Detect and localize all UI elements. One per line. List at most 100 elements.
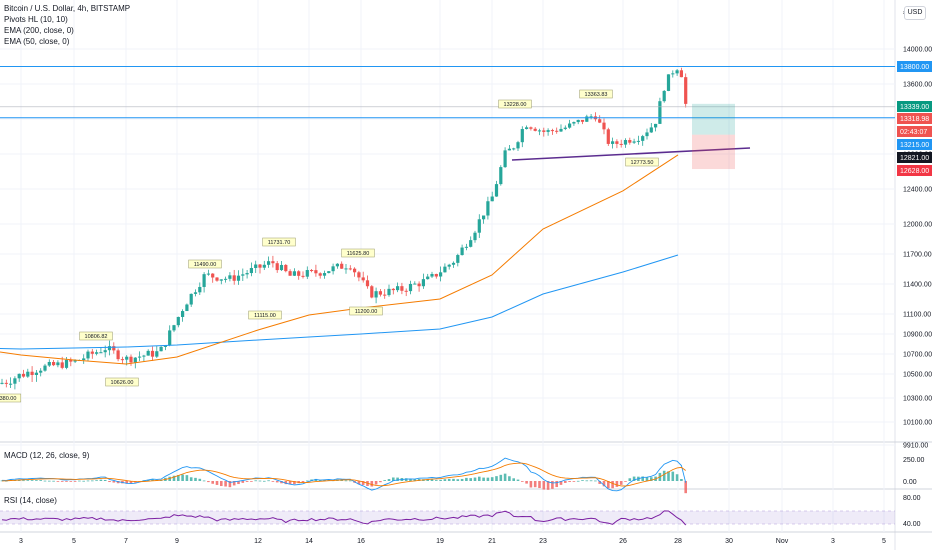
macd-bar [112, 481, 116, 483]
candle-body [344, 268, 348, 270]
macd-bar [48, 480, 51, 482]
pivot-label-box [79, 331, 113, 341]
candle-body [125, 356, 129, 360]
candle-body [0, 382, 4, 384]
candle-body [305, 270, 309, 277]
indicator-ema50[interactable]: EMA (50, close, 0) [4, 37, 70, 46]
macd-bar [598, 481, 601, 484]
candle-body [17, 373, 21, 379]
indicator-pivots[interactable]: Pivots HL (10, 10) [4, 15, 68, 24]
candle-body [211, 273, 215, 278]
symbol-title[interactable]: Bitcoin / U.S. Dollar, 4h, BITSTAMP [4, 4, 131, 13]
candle-body [133, 357, 137, 363]
macd-bar [379, 481, 382, 483]
macd-bar [387, 479, 391, 481]
price-tick-label: 10700.00 [903, 352, 932, 359]
macd-bar [207, 481, 210, 483]
macd-bar [443, 479, 447, 481]
macd-bar [86, 480, 90, 482]
pivot-label: 13363.83 [585, 92, 608, 98]
macd-bar [151, 479, 154, 481]
macd-bar [103, 479, 107, 481]
macd-bar [667, 471, 670, 481]
macd-bar [39, 480, 42, 481]
candle-body [374, 291, 378, 298]
price-tick-label: 12400.00 [903, 187, 932, 194]
candle-body [671, 73, 675, 75]
indicator-ema200[interactable]: EMA (200, close, 0) [4, 26, 74, 35]
macd-bar [189, 477, 193, 481]
pivot-label-box [349, 306, 383, 316]
candle-body [275, 263, 279, 271]
candle-body [267, 261, 271, 265]
candle-body [580, 119, 585, 122]
candle-body [516, 142, 520, 149]
candle-body [116, 350, 120, 360]
macd-bar [284, 481, 288, 485]
macd-bar [452, 478, 455, 481]
candle-body [623, 140, 628, 145]
candle-body [82, 358, 86, 361]
macd-bar [641, 476, 644, 481]
macd-bar [108, 481, 111, 483]
time-tick-label: 21 [488, 538, 496, 545]
candle-body [69, 359, 73, 362]
candle-body [198, 286, 202, 293]
candle-body [340, 263, 344, 269]
candle-body [9, 383, 13, 385]
candle-body [224, 278, 228, 280]
candle-body [86, 351, 90, 359]
candle-body [460, 247, 464, 256]
macd-bar [314, 478, 318, 481]
candle-body [168, 330, 172, 346]
pivot-label-box [341, 248, 375, 258]
price-tag-label: 12628.00 [900, 168, 929, 175]
macd-line [1, 457, 687, 492]
candle-body [525, 127, 529, 130]
candle-body [4, 382, 8, 384]
macd-bar [499, 474, 503, 481]
macd-bar [237, 481, 240, 485]
candle-body [112, 346, 116, 351]
rsi-label[interactable]: RSI (14, close) [4, 496, 57, 505]
candle-body [185, 304, 189, 312]
candle-body [546, 130, 550, 132]
candle-body [288, 271, 292, 276]
macd-bar [65, 481, 68, 482]
pivot-label-box [105, 377, 139, 387]
pivot-label: 11731.70 [268, 240, 291, 246]
candle-body [129, 356, 133, 363]
macd-bar [392, 477, 395, 481]
candle-body [26, 371, 30, 377]
candle-body [417, 283, 421, 287]
pivot-label-box [0, 393, 22, 403]
time-tick-label: 5 [72, 538, 76, 545]
macd-bar [473, 477, 477, 481]
macd-bar [56, 481, 60, 482]
pivot-label: 11625.80 [347, 251, 370, 257]
macd-bar [430, 479, 434, 481]
macd-label[interactable]: MACD (12, 26, close, 9) [4, 451, 90, 460]
legend: Bitcoin / U.S. Dollar, 4h, BITSTAMP Pivo… [4, 3, 130, 47]
rsi-band [0, 511, 895, 524]
macd-bar [211, 481, 214, 484]
candle-body [258, 264, 262, 268]
price-tag [897, 165, 932, 176]
macd-bar [177, 475, 180, 481]
macd-bar [589, 480, 593, 482]
pivot-label: 380.00 [0, 396, 16, 402]
candle-body [632, 141, 636, 143]
currency-button[interactable]: USD [904, 6, 926, 20]
candle-body [271, 261, 275, 264]
macd-bar [220, 481, 223, 487]
time-tick-label: 3 [831, 538, 835, 545]
time-tick-label: 9 [175, 538, 179, 545]
macd-bar [465, 477, 468, 481]
candle-body [357, 272, 361, 278]
macd-bar [602, 481, 606, 487]
price-tick-label: 13600.00 [903, 82, 932, 89]
macd-bar [576, 480, 580, 482]
macd-bar [529, 481, 533, 488]
time-tick-label: 26 [619, 538, 627, 545]
